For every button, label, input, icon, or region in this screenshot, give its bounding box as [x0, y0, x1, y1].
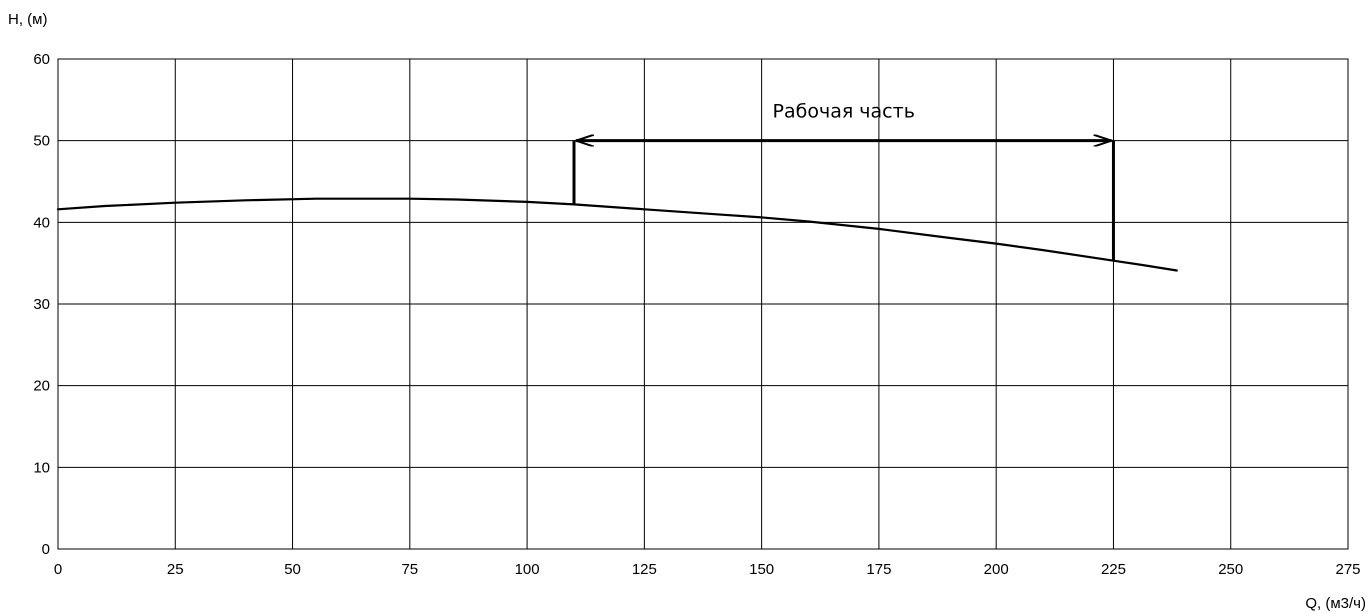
x-tick-label: 225	[1101, 561, 1126, 578]
y-tick-label: 20	[33, 378, 50, 395]
y-tick-label: 50	[33, 133, 50, 150]
x-tick-label: 275	[1335, 561, 1360, 578]
y-axis-label: H, (м)	[8, 11, 47, 28]
x-tick-label: 100	[515, 561, 540, 578]
x-tick-label: 125	[632, 561, 657, 578]
working-range-label: Рабочая часть	[773, 101, 915, 123]
y-tick-label: 10	[33, 459, 50, 476]
x-tick-label: 200	[984, 561, 1009, 578]
y-tick-label: 0	[42, 541, 50, 558]
x-axis-label: Q, (м3/ч)	[1305, 595, 1366, 612]
x-tick-label: 25	[167, 561, 184, 578]
x-tick-label: 0	[54, 561, 62, 578]
x-tick-label: 50	[284, 561, 301, 578]
x-tick-label: 250	[1218, 561, 1243, 578]
y-tick-label: 30	[33, 296, 50, 313]
pump-head-curve	[56, 197, 1178, 272]
plot-frame	[57, 58, 1349, 550]
y-tick-label: 60	[33, 51, 50, 68]
x-tick-label: 75	[401, 561, 418, 578]
y-tick-label: 40	[33, 214, 50, 231]
x-tick-label: 150	[749, 561, 774, 578]
x-tick-label: 175	[866, 561, 891, 578]
